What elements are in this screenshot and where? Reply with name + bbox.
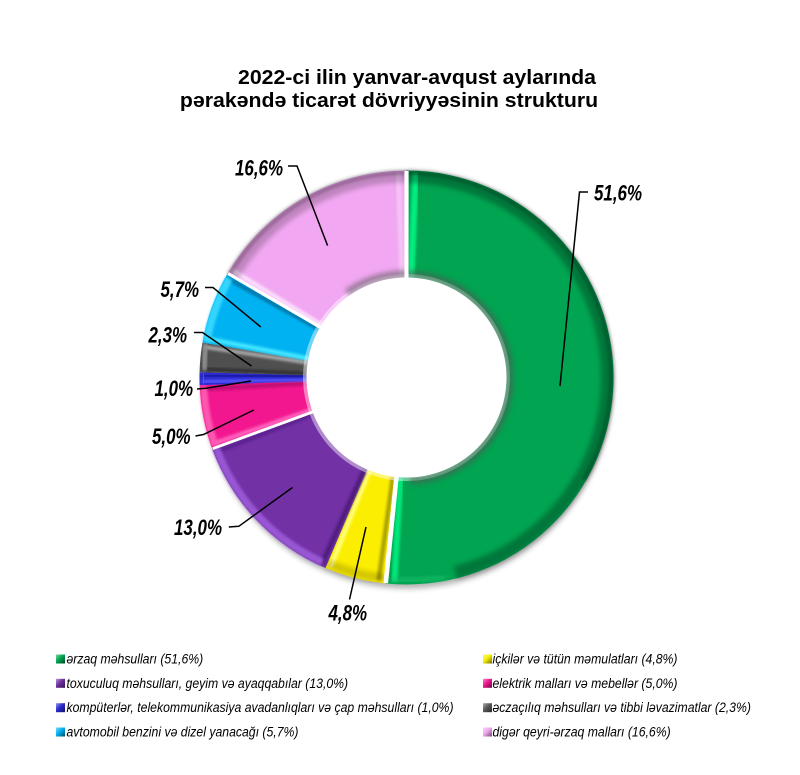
svg-text:16,6%: 16,6% <box>235 156 283 181</box>
svg-text:4,8%: 4,8% <box>328 601 367 626</box>
svg-text:digər qeyri-ərzaq malları (16,: digər qeyri-ərzaq malları (16,6%) <box>493 724 671 740</box>
svg-text:51,6%: 51,6% <box>594 181 642 206</box>
svg-text:13,0%: 13,0% <box>174 516 222 541</box>
svg-text:pərakəndə ticarət dövriyyəsini: pərakəndə ticarət dövriyyəsinin struktur… <box>180 90 598 112</box>
svg-text:1,0%: 1,0% <box>155 377 194 402</box>
svg-text:içkilər və tütün məmulatları (: içkilər və tütün məmulatları (4,8%) <box>493 651 678 667</box>
svg-text:2,3%: 2,3% <box>148 323 187 348</box>
svg-text:2022-ci ilin yanvar-avqust ayl: 2022-ci ilin yanvar-avqust aylarında <box>238 67 596 89</box>
svg-text:avtomobil benzini və dizel yan: avtomobil benzini və dizel yanacağı (5,7… <box>67 724 299 740</box>
svg-text:toxuculuq məhsulları, geyim və: toxuculuq məhsulları, geyim və ayaqqabıl… <box>67 675 349 691</box>
svg-text:əczaçılıq məhsulları və tibbi: əczaçılıq məhsulları və tibbi ləvazimatl… <box>493 699 751 715</box>
svg-text:elektrik malları və mebellər (: elektrik malları və mebellər (5,0%) <box>493 675 678 691</box>
svg-text:kompüterlər, telekommunikasiya: kompüterlər, telekommunikasiya avadanlıq… <box>67 699 454 715</box>
svg-text:5,7%: 5,7% <box>161 278 200 303</box>
svg-text:ərzaq məhsulları (51,6%): ərzaq məhsulları (51,6%) <box>67 651 204 667</box>
svg-text:5,0%: 5,0% <box>152 425 191 450</box>
